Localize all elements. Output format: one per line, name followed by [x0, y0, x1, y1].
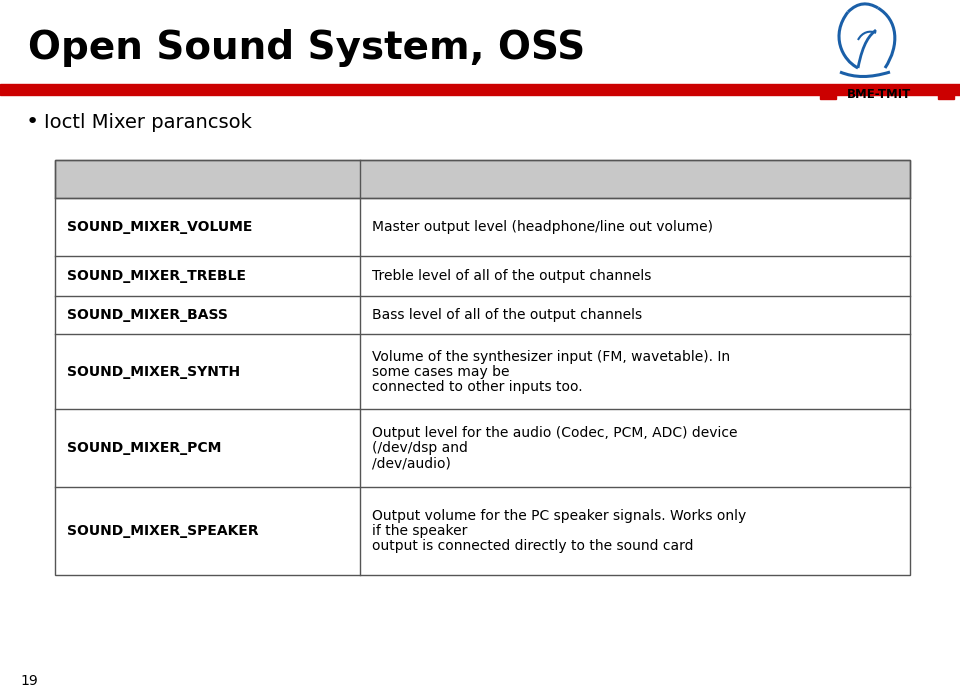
Bar — [55, 160, 910, 198]
Text: SOUND_MIXER_VOLUME: SOUND_MIXER_VOLUME — [67, 220, 252, 234]
Text: SOUND_MIXER_SPEAKER: SOUND_MIXER_SPEAKER — [67, 524, 258, 538]
Text: SOUND_MIXER_PCM: SOUND_MIXER_PCM — [67, 441, 222, 455]
Text: /dev/audio): /dev/audio) — [372, 456, 451, 470]
Text: Output level for the audio (Codec, PCM, ADC) device: Output level for the audio (Codec, PCM, … — [372, 426, 737, 440]
Text: SOUND_MIXER_BASS: SOUND_MIXER_BASS — [67, 308, 228, 322]
Bar — [0, 84, 960, 95]
Text: (/dev/dsp and: (/dev/dsp and — [372, 441, 468, 455]
Text: Master output level (headphone/line out volume): Master output level (headphone/line out … — [372, 220, 713, 234]
Text: BME-TMIT: BME-TMIT — [847, 88, 911, 101]
Bar — [938, 90, 954, 99]
Text: SOUND_MIXER_SYNTH: SOUND_MIXER_SYNTH — [67, 364, 240, 378]
Text: Description: Description — [586, 171, 684, 187]
Text: if the speaker: if the speaker — [372, 524, 468, 538]
Text: Volume of the synthesizer input (FM, wavetable). In: Volume of the synthesizer input (FM, wav… — [372, 350, 731, 364]
Text: •: • — [26, 112, 39, 132]
Text: Ioctl Mixer parancsok: Ioctl Mixer parancsok — [44, 112, 252, 131]
Text: Treble level of all of the output channels: Treble level of all of the output channe… — [372, 269, 652, 283]
Text: SOUND_MIXER_TREBLE: SOUND_MIXER_TREBLE — [67, 269, 246, 283]
Text: Open Sound System, OSS: Open Sound System, OSS — [28, 29, 586, 67]
Text: Bass level of all of the output channels: Bass level of all of the output channels — [372, 308, 642, 322]
Text: output is connected directly to the sound card: output is connected directly to the soun… — [372, 539, 693, 553]
Text: connected to other inputs too.: connected to other inputs too. — [372, 380, 583, 393]
Text: command: command — [169, 171, 246, 187]
Text: some cases may be: some cases may be — [372, 364, 510, 378]
Text: Output volume for the PC speaker signals. Works only: Output volume for the PC speaker signals… — [372, 509, 746, 523]
Bar — [820, 90, 836, 99]
Text: 19: 19 — [20, 674, 37, 688]
